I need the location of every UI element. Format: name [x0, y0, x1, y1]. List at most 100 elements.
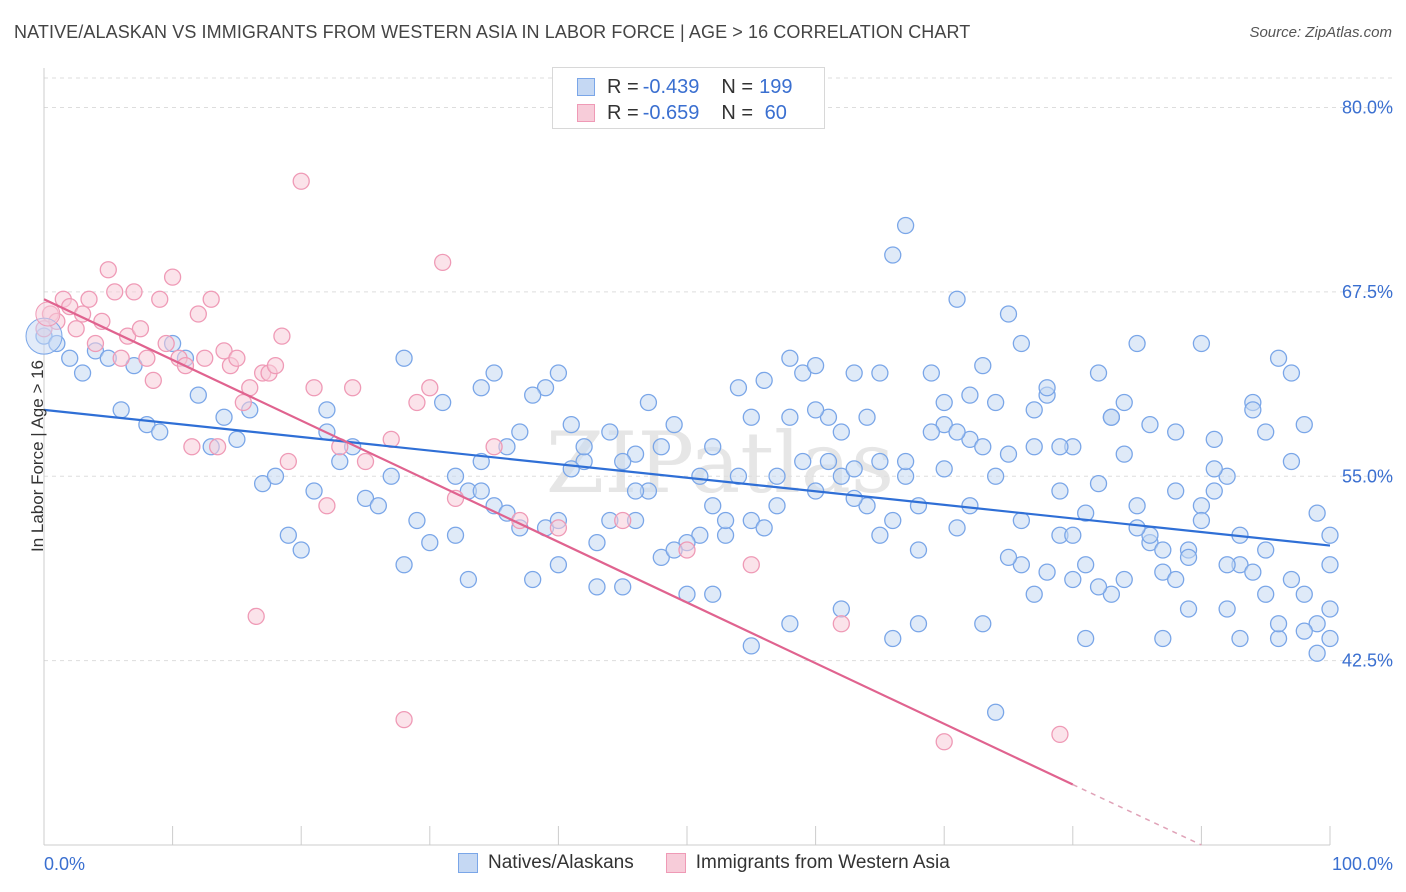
native-point: [408, 511, 426, 530]
immigrant-point: [228, 349, 246, 367]
immigrant-point: [189, 305, 207, 323]
native-point: [1218, 556, 1236, 574]
stats-row-immigrants: R = -0.659 N = 60: [577, 100, 787, 126]
native-point: [1012, 511, 1031, 530]
native-point: [1077, 556, 1095, 574]
immigrant-point: [421, 379, 439, 397]
native-point: [1205, 482, 1223, 500]
native-point: [1244, 563, 1262, 581]
native-point: [588, 578, 606, 596]
native-point: [948, 519, 966, 537]
native-point: [601, 423, 619, 441]
native-point: [1089, 364, 1108, 382]
native-point: [974, 438, 992, 456]
immigrant-point: [157, 334, 175, 353]
native-point: [1192, 334, 1211, 353]
native-point: [318, 401, 336, 419]
native-point: [1167, 423, 1185, 441]
series-legend: Natives/Alaskans Immigrants from Western…: [458, 852, 982, 874]
native-point: [845, 489, 863, 508]
immigrant-point: [99, 261, 117, 279]
immigrant-point: [1051, 725, 1069, 744]
native-point: [61, 349, 79, 367]
native-point: [1192, 511, 1211, 530]
native-point: [652, 548, 670, 567]
native-point: [1295, 415, 1313, 434]
native-point: [832, 423, 850, 441]
native-point: [575, 438, 593, 456]
native-point: [1321, 629, 1339, 648]
native-point: [1257, 423, 1275, 441]
immigrant-point: [234, 393, 252, 412]
immigrant-point: [395, 710, 413, 729]
native-point: [691, 526, 709, 544]
native-point: [935, 460, 953, 478]
native-point: [1154, 563, 1172, 581]
r-value: -0.439: [642, 75, 700, 98]
native-point: [1269, 615, 1288, 633]
immigrant-point: [935, 733, 953, 751]
native-point: [524, 570, 542, 589]
native-point: [948, 423, 966, 441]
native-point: [1025, 585, 1043, 603]
immigrant-point: [125, 283, 143, 301]
native-point: [1282, 452, 1301, 471]
native-point: [1128, 497, 1146, 515]
native-point: [1192, 497, 1211, 515]
native-point: [1064, 570, 1082, 589]
immigrant-point: [144, 371, 162, 390]
n-label: N =: [721, 101, 754, 124]
native-point: [1205, 460, 1223, 478]
immigrant-point: [247, 607, 265, 626]
native-point: [189, 386, 207, 404]
native-point: [755, 371, 773, 390]
y-tick-label: 67.5%: [1342, 282, 1393, 302]
chart-title: NATIVE/ALASKAN VS IMMIGRANTS FROM WESTER…: [14, 22, 971, 42]
native-point: [781, 615, 799, 633]
native-point: [858, 408, 876, 426]
native-point: [1115, 393, 1133, 412]
native-point: [395, 349, 413, 367]
native-point: [1038, 379, 1056, 397]
native-point: [1141, 415, 1159, 434]
native-point: [356, 489, 375, 508]
native-point: [974, 356, 992, 375]
native-point: [922, 423, 940, 441]
native-point: [871, 452, 889, 471]
native-point: [1102, 585, 1121, 603]
native-point: [1051, 482, 1069, 500]
native-point: [125, 356, 143, 375]
native-point: [986, 703, 1005, 721]
native-point: [999, 548, 1018, 567]
native-point: [871, 364, 889, 382]
native-point: [1218, 600, 1236, 618]
native-point: [909, 541, 928, 559]
native-point: [961, 430, 979, 449]
native-point: [1282, 570, 1301, 589]
immigrant-point: [408, 393, 426, 412]
native-point: [1077, 629, 1095, 648]
native-point: [1128, 334, 1146, 353]
immigrant-point: [196, 349, 214, 367]
native-point: [536, 379, 555, 397]
immigrant-point: [305, 379, 323, 397]
n-value: 60: [759, 101, 787, 124]
native-point: [1089, 474, 1108, 493]
native-point: [935, 415, 953, 434]
native-point: [794, 452, 812, 471]
native-point: [909, 615, 928, 633]
immigrant-point: [67, 320, 85, 338]
immigrant-trend-extension: [1072, 783, 1202, 846]
native-point: [331, 452, 349, 471]
immigrant-point: [356, 452, 375, 471]
stats-legend: R = -0.439 N = 199 R = -0.659 N = 60: [552, 67, 825, 129]
native-point: [1025, 438, 1043, 456]
native-point: [1179, 548, 1198, 567]
native-point: [639, 393, 658, 412]
native-point: [446, 467, 465, 485]
n-label: N =: [721, 75, 754, 98]
natives-swatch: [577, 78, 595, 96]
native-point: [1102, 408, 1121, 426]
native-point: [755, 519, 773, 537]
